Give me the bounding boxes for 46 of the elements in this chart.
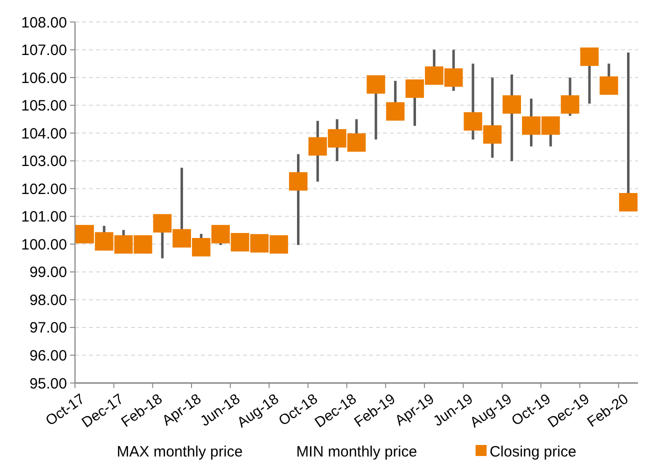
point <box>270 235 288 254</box>
y-tick-label: 99.00 <box>29 264 67 282</box>
y-tick-label: 104.00 <box>21 125 67 142</box>
point <box>347 133 366 152</box>
text: MIN monthly price <box>296 443 418 460</box>
point <box>483 125 502 144</box>
point <box>328 129 346 148</box>
point <box>134 235 152 254</box>
y-tick-label: 106.00 <box>21 70 67 87</box>
point <box>308 137 327 156</box>
y-tick-label: 100.00 <box>21 236 67 254</box>
point <box>250 234 269 253</box>
point <box>366 75 386 94</box>
y-tick-label: 101.00 <box>21 208 67 226</box>
point <box>386 102 405 121</box>
point <box>192 238 210 256</box>
y-tick-label: 95.00 <box>29 375 67 392</box>
y-tick-label: 96.00 <box>29 347 67 364</box>
y-tick-label: 108.00 <box>21 14 67 32</box>
point <box>75 224 94 244</box>
point <box>580 47 599 66</box>
point <box>289 172 308 191</box>
text: MAX monthly price <box>116 443 243 460</box>
point <box>522 116 540 135</box>
point <box>619 193 638 212</box>
y-tick-label: 102.00 <box>21 180 67 198</box>
point <box>153 214 172 233</box>
point <box>444 68 463 87</box>
y-tick-label: 98.00 <box>29 292 67 309</box>
y-tick-label: 107.00 <box>21 42 67 60</box>
y-tick-label: 105.00 <box>21 98 67 115</box>
point <box>502 95 522 114</box>
point <box>94 232 114 251</box>
point <box>230 232 250 252</box>
point <box>600 76 618 95</box>
legend-label: Closing price <box>490 443 576 460</box>
point <box>541 116 560 135</box>
point <box>464 112 482 131</box>
point <box>114 235 133 254</box>
y-tick-label: 97.00 <box>29 320 67 337</box>
point <box>424 66 444 85</box>
point <box>172 229 191 248</box>
point <box>211 224 230 244</box>
y-tick-label: 103.00 <box>21 153 67 170</box>
point <box>560 95 580 114</box>
point <box>406 79 424 98</box>
